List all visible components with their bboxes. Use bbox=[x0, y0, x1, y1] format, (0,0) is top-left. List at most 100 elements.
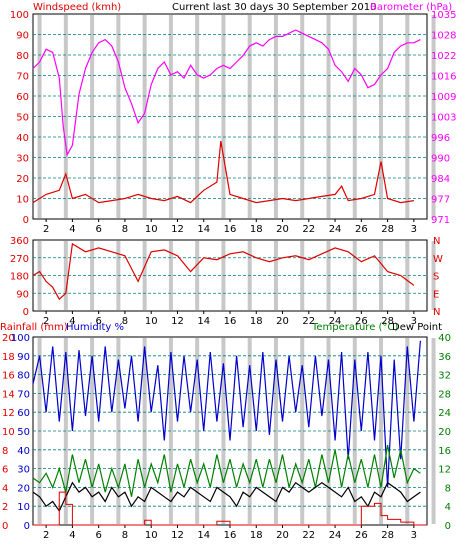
x-tick-label: 12 bbox=[171, 224, 184, 235]
x-tick-label: 8 bbox=[122, 316, 128, 327]
x-tick-label: 10 bbox=[145, 316, 158, 327]
x-tick-label: 28 bbox=[381, 224, 394, 235]
y-temperature-tick-label: 4 bbox=[445, 502, 451, 513]
chart-title: Current last 30 days 30 September 2010 bbox=[172, 2, 376, 13]
day-band bbox=[405, 15, 410, 218]
x-tick-label: 16 bbox=[224, 530, 237, 541]
y-temperature-tick-label: 20 bbox=[438, 427, 451, 438]
y-rain-tick-label: 8 bbox=[2, 446, 8, 457]
y-rain-tick-label: 12 bbox=[2, 408, 15, 419]
y-rain-tick-label: 20 bbox=[2, 333, 15, 344]
y-right-tick-label: 1035 bbox=[431, 10, 456, 21]
y-rain-tick-label: 14 bbox=[2, 389, 15, 400]
day-band bbox=[90, 15, 95, 218]
day-band bbox=[431, 338, 436, 524]
x-tick-label: 14 bbox=[197, 316, 210, 327]
rainfall-title: Rainfall (mm) bbox=[0, 322, 68, 333]
y-left-tick-label: 80 bbox=[16, 51, 29, 62]
series-windspeed bbox=[32, 140, 414, 204]
x-tick-label: 12 bbox=[171, 316, 184, 327]
y-left-tick-label: 70 bbox=[16, 72, 29, 83]
day-band bbox=[300, 241, 305, 310]
x-tick-label: 8 bbox=[122, 530, 128, 541]
y-left-tick-label: 90 bbox=[16, 289, 29, 300]
y-humidity-tick-label: 100 bbox=[11, 333, 30, 344]
barometer-title: Barometer (hPa) bbox=[370, 2, 452, 13]
series-humidity bbox=[32, 340, 421, 488]
y-left-tick-label: 90 bbox=[16, 31, 29, 42]
y-right-tick-label: N bbox=[433, 307, 440, 318]
wind-baro-panel: 2 4 6 8 10 12 14 16 18 20 22 24 26 28 3010203040506070… bbox=[10, 10, 457, 235]
x-tick-label: 4 bbox=[69, 224, 75, 235]
y-humidity-tick-label: 0 bbox=[24, 521, 30, 532]
series-barometer bbox=[32, 29, 421, 157]
day-band bbox=[195, 241, 200, 310]
humidity-title: Humidity % bbox=[66, 322, 124, 333]
day-band bbox=[90, 338, 95, 524]
series-rainfall bbox=[33, 491, 427, 526]
x-tick-label: 28 bbox=[381, 316, 394, 327]
y-right-tick-label: 990 bbox=[431, 154, 450, 165]
y-temperature-tick-label: 12 bbox=[438, 465, 451, 476]
day-band bbox=[195, 338, 200, 524]
y-humidity-tick-label: 10 bbox=[17, 502, 30, 513]
x-tick-label: 4 bbox=[69, 530, 75, 541]
x-tick-label: 18 bbox=[250, 530, 263, 541]
y-rain-tick-label: 10 bbox=[2, 427, 15, 438]
y-right-tick-label: S bbox=[433, 272, 439, 283]
y-temperature-tick-label: 8 bbox=[445, 483, 451, 494]
y-right-tick-label: N bbox=[433, 236, 440, 247]
y-left-tick-label: 180 bbox=[10, 272, 29, 283]
series-temperature bbox=[32, 444, 421, 497]
day-band bbox=[379, 338, 384, 524]
day-band bbox=[300, 15, 305, 218]
x-tick-label: 10 bbox=[145, 224, 158, 235]
y-temperature-tick-label: 40 bbox=[438, 333, 451, 344]
y-rain-tick-label: 0 bbox=[2, 521, 8, 532]
wind-direction-panel: 2 4 6 8 10 12 14 16 18 20 22 24 26 28 3090180270360NES… bbox=[10, 236, 443, 327]
x-tick-label: 18 bbox=[250, 224, 263, 235]
x-tick-label: 20 bbox=[276, 224, 289, 235]
y-left-tick-label: 40 bbox=[16, 133, 29, 144]
day-band bbox=[195, 15, 200, 218]
x-tick-label: 6 bbox=[95, 224, 101, 235]
x-tick-label: 28 bbox=[381, 530, 394, 541]
y-right-tick-label: W bbox=[433, 254, 443, 265]
x-tick-label: 16 bbox=[224, 316, 237, 327]
y-rain-tick-label: 2 bbox=[2, 502, 8, 513]
y-left-tick-label: 0 bbox=[23, 215, 29, 226]
y-temperature-tick-label: 16 bbox=[438, 446, 451, 457]
y-temperature-tick-label: 28 bbox=[438, 389, 451, 400]
x-tick-label: 2 bbox=[43, 316, 49, 327]
x-tick-label: 14 bbox=[197, 530, 210, 541]
y-humidity-tick-label: 60 bbox=[17, 408, 30, 419]
y-right-tick-label: 1009 bbox=[431, 92, 456, 103]
y-right-tick-label: 1003 bbox=[431, 113, 456, 124]
series-direction bbox=[32, 242, 415, 301]
x-tick-label: 2 bbox=[43, 530, 49, 541]
rain-humidity-temp-panel: 2 4 6 8 10 12 14 16 18 20 22 24 26 28 3024681012141618… bbox=[2, 333, 451, 541]
series-dewpoint bbox=[32, 481, 421, 513]
day-band bbox=[405, 241, 410, 310]
y-rain-tick-label: 18 bbox=[2, 352, 15, 363]
y-temperature-tick-label: 36 bbox=[438, 352, 451, 363]
y-left-tick-label: 60 bbox=[16, 92, 29, 103]
temperature-title: Temperature (°C) bbox=[311, 322, 398, 333]
y-left-tick-label: 100 bbox=[10, 10, 29, 21]
y-left-tick-label: 0 bbox=[23, 307, 29, 318]
y-temperature-tick-label: 32 bbox=[438, 371, 451, 382]
y-right-tick-label: 977 bbox=[431, 195, 450, 206]
x-tick-label: 24 bbox=[329, 530, 342, 541]
y-right-tick-label: 1028 bbox=[431, 31, 456, 42]
y-humidity-tick-label: 80 bbox=[17, 371, 30, 382]
y-right-tick-label: E bbox=[433, 289, 439, 300]
x-tick-label: 3 bbox=[411, 224, 417, 235]
y-humidity-tick-label: 50 bbox=[17, 427, 30, 438]
day-band bbox=[90, 241, 95, 310]
x-tick-label: 24 bbox=[329, 224, 342, 235]
y-rain-tick-label: 6 bbox=[2, 465, 8, 476]
y-right-tick-label: 984 bbox=[431, 174, 450, 185]
x-tick-label: 6 bbox=[95, 530, 101, 541]
y-right-tick-label: 1022 bbox=[431, 51, 456, 62]
